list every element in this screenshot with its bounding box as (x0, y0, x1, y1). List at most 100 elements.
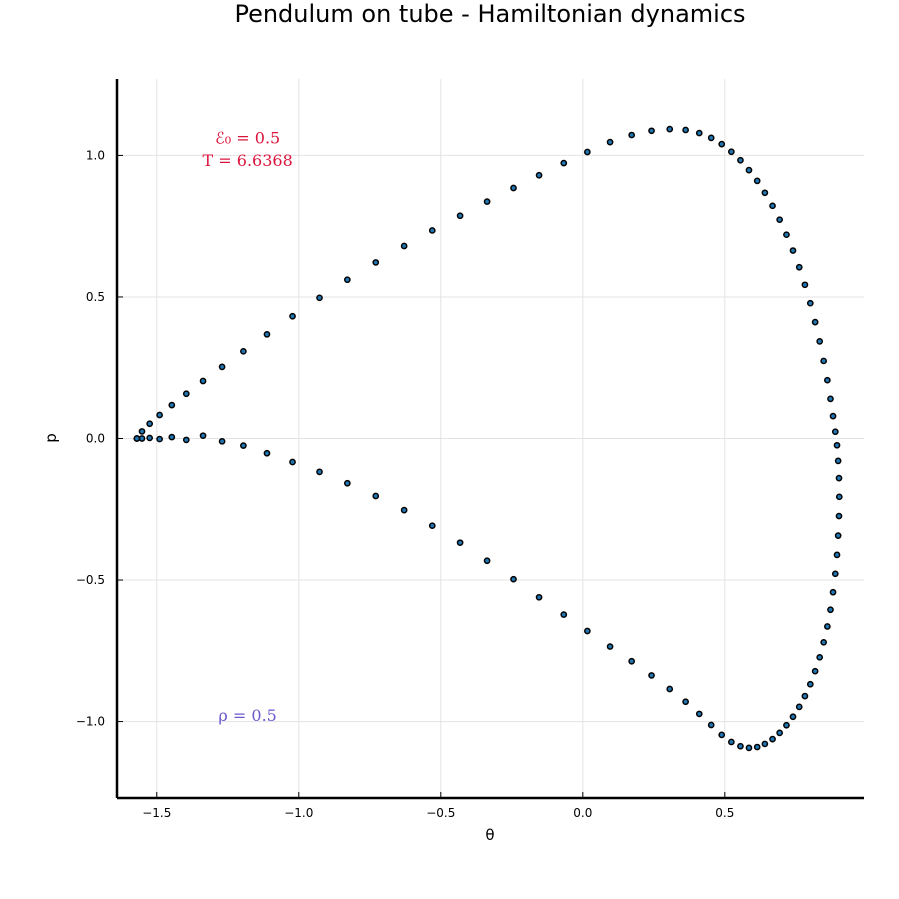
data-point (833, 551, 841, 559)
data-point (182, 390, 190, 398)
y-tick-label: −0.5 (76, 573, 105, 587)
y-tick-label: 0.5 (86, 290, 105, 304)
data-point (289, 312, 296, 320)
data-point (133, 435, 141, 442)
data-point (835, 512, 843, 520)
data-point (372, 259, 380, 266)
x-tick-label: −1.5 (142, 806, 171, 820)
data-point (834, 532, 842, 539)
data-point (666, 685, 674, 693)
chart-title: Pendulum on tube - Hamiltonian dynamics (234, 0, 745, 28)
data-point (168, 433, 176, 441)
data-point (776, 216, 783, 224)
data-point (761, 740, 769, 748)
data-point (263, 449, 271, 457)
data-point (728, 148, 735, 156)
data-point (824, 376, 831, 384)
data-point (648, 672, 655, 679)
data-point (666, 125, 674, 133)
data-point (682, 126, 689, 134)
data-point (827, 606, 834, 614)
data-point (806, 680, 814, 688)
data-point (707, 134, 715, 142)
x-tick-label: −0.5 (426, 806, 455, 820)
data-point (156, 435, 163, 443)
data-point (811, 318, 819, 326)
data-point (138, 428, 146, 435)
data-point (695, 710, 703, 718)
data-point (199, 377, 207, 385)
data-point (146, 420, 154, 428)
data-point (820, 638, 828, 646)
data-point (783, 721, 790, 729)
data-point (648, 127, 655, 135)
data-point (372, 492, 380, 500)
data-point (510, 575, 517, 583)
data-point (761, 189, 769, 197)
x-tick-label: 0.5 (715, 806, 734, 820)
data-point (824, 623, 831, 630)
data-point (456, 212, 464, 220)
data-point (316, 468, 323, 476)
data-point (789, 247, 797, 254)
data-point (289, 458, 296, 466)
data-point (728, 738, 735, 746)
data-point (628, 131, 636, 139)
data-point (707, 721, 715, 729)
data-point (263, 330, 271, 338)
data-point (156, 411, 163, 419)
data-point (745, 744, 753, 752)
data-point (168, 401, 176, 409)
data-point (560, 611, 568, 618)
data-point (829, 588, 837, 596)
grid-lines (117, 79, 864, 798)
data-point (240, 347, 247, 355)
data-point (218, 437, 226, 445)
data-point (695, 129, 703, 137)
data-point (535, 593, 543, 601)
data-point (428, 522, 436, 530)
data-point (240, 442, 247, 449)
data-point (829, 412, 837, 420)
data-point (737, 742, 744, 750)
data-point (737, 156, 744, 164)
data-point (753, 177, 761, 185)
annotation-label: T = 6.6368 (203, 151, 293, 170)
tick-labels: −1.5 −1.0 −0.5 0.0 0.5 −1.0 −0.5 0.0 0.5 1.0 (76, 148, 735, 820)
data-point (343, 479, 351, 487)
data-point (218, 363, 226, 371)
data-points (133, 125, 843, 752)
data-point (560, 159, 568, 167)
data-point (820, 357, 828, 365)
data-point (182, 436, 190, 444)
data-point (811, 667, 819, 675)
annotation-label: ρ = 0.5 (218, 706, 276, 725)
data-point (827, 395, 834, 403)
y-axis-label: p (42, 433, 60, 443)
data-point (783, 231, 790, 239)
data-point (483, 557, 491, 565)
data-point (789, 713, 797, 721)
data-point (753, 743, 761, 751)
data-point (510, 184, 517, 192)
y-tick-label: −1.0 (76, 715, 105, 729)
data-point (682, 698, 689, 706)
data-point (816, 653, 824, 661)
data-point (806, 299, 814, 307)
data-point (718, 731, 726, 739)
data-point (428, 227, 436, 234)
data-point (835, 493, 843, 501)
data-point (456, 539, 464, 547)
data-point (831, 570, 839, 578)
annotation-label: ℰ₀ = 0.5 (215, 128, 280, 147)
data-point (801, 692, 809, 700)
data-point (831, 428, 839, 436)
data-point (718, 140, 726, 148)
data-point (343, 276, 351, 284)
data-point (628, 657, 636, 665)
y-tick-label: 1.0 (86, 148, 105, 162)
data-point (316, 294, 323, 302)
data-point (769, 202, 776, 210)
data-point (745, 166, 753, 174)
